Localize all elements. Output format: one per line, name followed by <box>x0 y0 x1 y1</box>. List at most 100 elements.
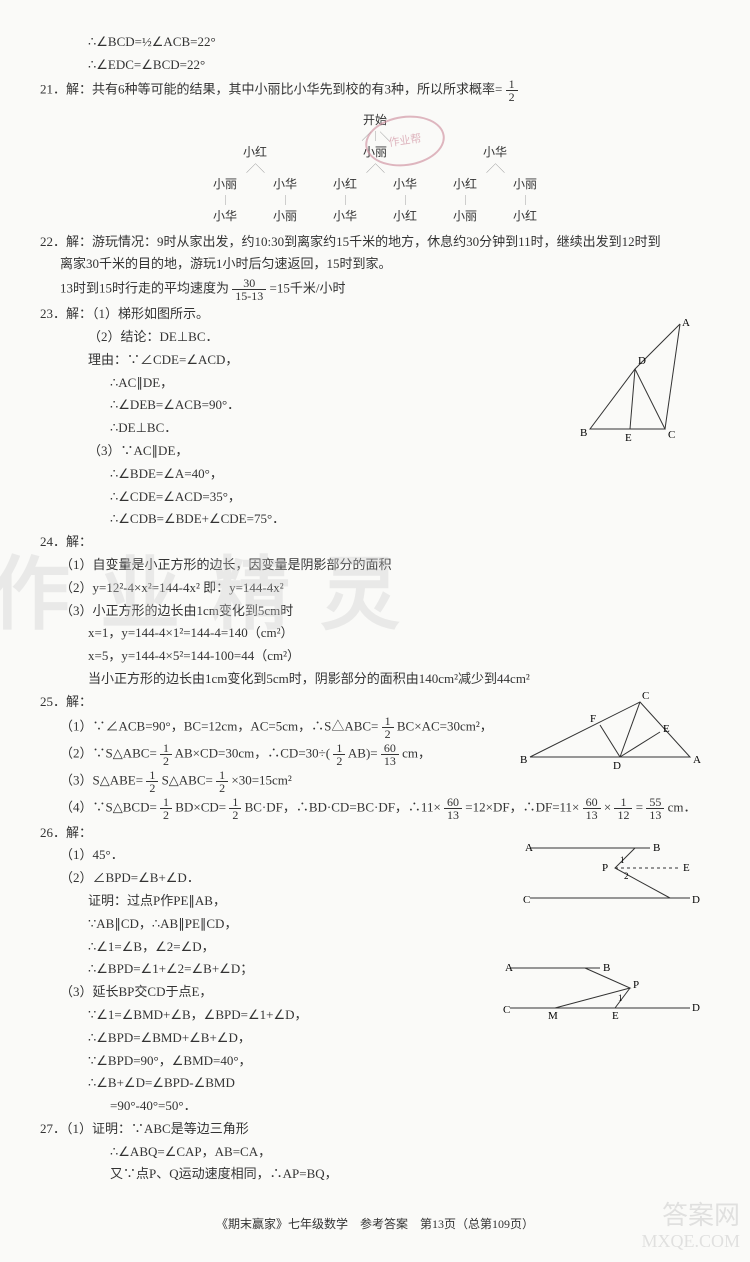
tree-l1-0: 小红 <box>243 143 267 160</box>
q25-p3b: S△ABC= <box>162 772 213 787</box>
frac-55-13: 5513 <box>646 796 664 821</box>
svg-text:F: F <box>590 713 596 725</box>
svg-text:1: 1 <box>618 993 623 1003</box>
tree-l3-1: 小丽 <box>273 207 297 224</box>
half-frac: 12 <box>333 742 345 767</box>
svg-text:D: D <box>692 1002 700 1014</box>
q20-line1: ∴∠BCD=½∠ACB=22° <box>40 32 710 53</box>
tree-branch: ｜ <box>401 192 410 207</box>
svg-text:2: 2 <box>624 871 629 881</box>
tree-l3-0: 小华 <box>213 207 237 224</box>
svg-text:E: E <box>683 862 690 874</box>
q25-p4b: BD×CD= <box>175 799 226 814</box>
q25-p1b: BC×AC=30cm²， <box>397 718 493 733</box>
q22-frac: 3015-13 <box>232 277 266 302</box>
q25-p2b: AB×CD=30cm，∴CD=30÷( <box>175 745 331 760</box>
tree-l2-4: 小红 <box>453 175 477 192</box>
svg-text:E: E <box>663 723 670 735</box>
q25-p4d: =12×DF，∴DF=11× <box>465 799 579 814</box>
half-frac: 12 <box>160 796 172 821</box>
q23-r5: ∴∠BDE=∠A=40°， <box>40 464 710 485</box>
q26-p3d: ∴∠B+∠D=∠BPD-∠BMD <box>40 1073 710 1094</box>
svg-text:A: A <box>525 842 533 854</box>
tree-l3-3: 小红 <box>393 207 417 224</box>
q25-p2c: AB)= <box>348 745 378 760</box>
tree-l1-2: 小华 <box>483 143 507 160</box>
frac-60-13: 6013 <box>444 796 462 821</box>
q22-l1: 22．解：游玩情况：9时从家出发，约10:30到离家约15千米的地方，休息约30… <box>40 232 710 253</box>
q27-head: 27．（1）证明：∵ABC是等边三角形 <box>40 1119 710 1140</box>
tree-branch: ｜ <box>341 192 350 207</box>
svg-text:D: D <box>613 760 621 772</box>
tree-l2-3: 小华 <box>393 175 417 192</box>
svg-text:C: C <box>503 1004 510 1016</box>
q21-prob-frac: 12 <box>506 78 518 103</box>
tree-l3-2: 小华 <box>333 207 357 224</box>
q26-p2b: ∵AB∥CD，∴AB∥PE∥CD， <box>40 914 710 935</box>
q25-p4: （4）∵S△BCD= 12 BD×CD= 12 BC·DF，∴BD·CD=BC·… <box>40 796 710 821</box>
q26-diagram1: AB PE CD 12 <box>520 833 700 913</box>
frac-60-13: 6013 <box>381 742 399 767</box>
svg-text:B: B <box>653 842 660 854</box>
svg-text:C: C <box>642 690 649 702</box>
q25-p4c: BC·DF，∴BD·CD=BC·DF，∴11× <box>245 799 441 814</box>
frac-1-12: 112 <box>614 796 632 821</box>
svg-text:P: P <box>633 979 639 991</box>
svg-text:B: B <box>520 754 527 766</box>
q25-p2d: cm， <box>402 745 431 760</box>
q25-p4a: （4）∵S△BCD= <box>60 799 157 814</box>
q21-text: 21．解：共有6种等可能的结果，其中小丽比小华先到校的有3种，所以所求概率= <box>40 81 502 96</box>
q20-line2: ∴∠EDC=∠BCD=22° <box>40 55 710 76</box>
half-frac: 12 <box>216 769 228 794</box>
half-frac: 12 <box>382 715 394 740</box>
q24-p3: （3）小正方形的边长由1cm变化到5cm时 <box>40 601 710 622</box>
watermark-url: MXQE.COM <box>641 1231 740 1252</box>
q22-l2: 离家30千米的目的地，游玩1小时后匀速返回，15时到家。 <box>40 254 710 275</box>
q25-p2a: （2）∵S△ABC= <box>60 745 157 760</box>
q23-r6: ∴∠CDE=∠ACD=35°， <box>40 487 710 508</box>
q22-l3a: 13时到15时行走的平均速度为 <box>60 281 229 296</box>
half-frac: 12 <box>146 769 158 794</box>
probability-tree: 作业帮 开始 ／｜＼ 小红 小丽 小华 ／＼ ／＼ ／＼ 小丽 小华 小红 小华… <box>195 111 555 224</box>
tree-branch: ｜ <box>281 192 290 207</box>
tree-l3-5: 小红 <box>513 207 537 224</box>
svg-text:C: C <box>668 429 675 441</box>
svg-text:D: D <box>638 355 646 367</box>
tree-branch: ｜ <box>521 192 530 207</box>
q22-l3b: =15千米/小时 <box>270 281 346 296</box>
q23-diagram: A D B E C <box>570 314 700 444</box>
half-frac: 12 <box>229 796 241 821</box>
q24-p1: （1）自变量是小正方形的边长，因变量是阴影部分的面积 <box>40 555 710 576</box>
svg-text:P: P <box>602 862 608 874</box>
svg-text:D: D <box>692 894 700 906</box>
q25-p3c: ×30=15cm² <box>231 772 291 787</box>
half-frac: 12 <box>160 742 172 767</box>
svg-text:B: B <box>580 427 587 439</box>
q27-l2: ∴∠ABQ=∠CAP，AB=CA， <box>40 1142 710 1163</box>
q25-p4f: = <box>636 799 643 814</box>
q21-head: 21．解：共有6种等可能的结果，其中小丽比小华先到校的有3种，所以所求概率= 1… <box>40 78 710 103</box>
svg-text:A: A <box>693 754 701 766</box>
tree-l2-0: 小丽 <box>213 175 237 192</box>
tree-l2-5: 小丽 <box>513 175 537 192</box>
tree-l2-2: 小红 <box>333 175 357 192</box>
q25-p4e: × <box>604 799 611 814</box>
tree-branch: ／＼ <box>486 160 504 175</box>
tree-branch: ｜ <box>221 192 230 207</box>
q24-p3b: x=5，y=144-4×5²=144-100=44（cm²） <box>40 646 710 667</box>
q23-r7: ∴∠CDB=∠BDE+∠CDE=75°． <box>40 509 710 530</box>
page-footer: 《期末赢家》七年级数学 参考答案 第13页（总第109页） <box>40 1215 710 1232</box>
svg-text:A: A <box>682 317 690 329</box>
q27-l3: 又∵点P、Q运动速度相同，∴AP=BQ， <box>40 1164 710 1185</box>
svg-text:C: C <box>523 894 530 906</box>
q22-l3: 13时到15时行走的平均速度为 3015-13 =15千米/小时 <box>40 277 710 302</box>
q24-p3a: x=1，y=144-4×1²=144-4=140（cm²） <box>40 623 710 644</box>
q26-p3e: =90°-40°=50°． <box>40 1096 710 1117</box>
tree-branch: ｜ <box>461 192 470 207</box>
q25-diagram: B C A D E F <box>510 687 710 787</box>
q26-diagram2: AB P CM ED 1 <box>500 953 700 1023</box>
q24-p2: （2）y=12²-4×x²=144-4x² 即：y=144-4x² <box>40 578 710 599</box>
svg-text:E: E <box>625 432 632 444</box>
tree-branch: ／＼ <box>246 160 264 175</box>
frac-60-13: 6013 <box>583 796 601 821</box>
